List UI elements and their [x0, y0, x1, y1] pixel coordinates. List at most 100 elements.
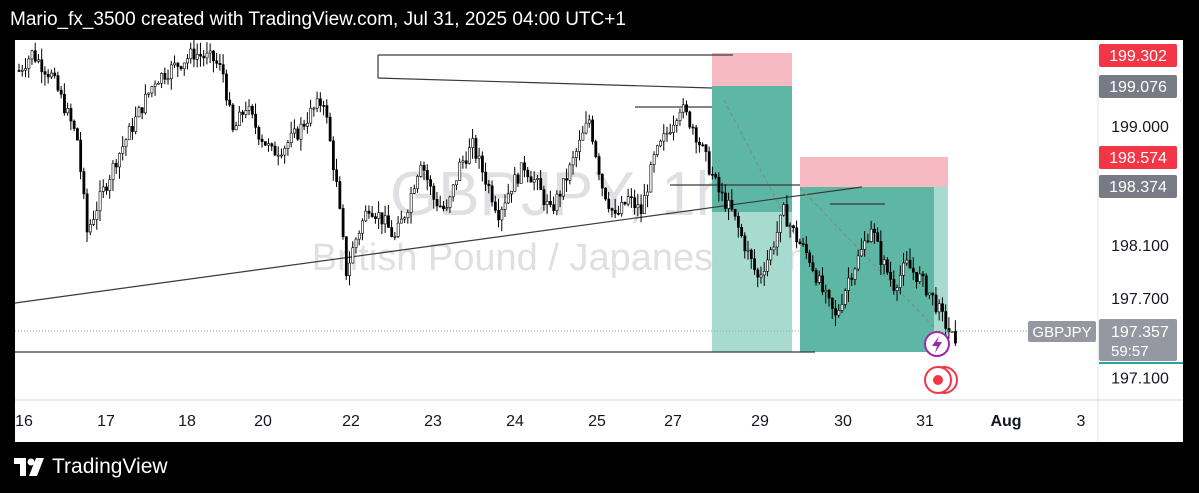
- candle: [296, 126, 300, 141]
- candle: [341, 204, 345, 240]
- candle: [63, 83, 66, 116]
- candle: [225, 69, 228, 106]
- x-tick-label: 31: [916, 413, 934, 430]
- price-label-198-574: 198.574: [1099, 146, 1177, 169]
- candle: [597, 153, 601, 181]
- candle: [743, 232, 747, 259]
- candle: [66, 102, 70, 116]
- x-tick-label: 3: [1077, 413, 1086, 430]
- candle: [17, 63, 21, 72]
- candle: [730, 189, 734, 212]
- candle: [643, 183, 646, 215]
- candle: [134, 106, 138, 135]
- candle: [309, 99, 313, 127]
- candle: [840, 294, 844, 314]
- candle: [387, 204, 390, 228]
- candle: [607, 191, 611, 213]
- price-label-text: 199.076: [1109, 79, 1167, 96]
- x-tick-label: 16: [15, 413, 33, 430]
- candle: [562, 178, 565, 200]
- record-icon[interactable]: [924, 366, 958, 394]
- candle: [772, 241, 776, 255]
- candle: [218, 54, 222, 71]
- candle: [788, 222, 792, 238]
- candle: [672, 115, 675, 141]
- triangle-upper-line[interactable]: [377, 77, 713, 89]
- price-chart[interactable]: GBPJPY, 1h British Pound / Japanese Yen …: [0, 40, 1199, 442]
- candle: [853, 267, 857, 286]
- candle: [445, 199, 449, 212]
- candle: [383, 205, 387, 233]
- candle: [898, 265, 902, 295]
- current-price-value: 197.357: [1111, 324, 1169, 341]
- trade2-stop-zone[interactable]: [800, 157, 948, 187]
- candle: [95, 201, 99, 230]
- candle: [824, 284, 828, 304]
- x-tick-label: 29: [751, 413, 769, 430]
- candle: [513, 166, 517, 192]
- candle: [33, 42, 37, 64]
- triangle-lower-line[interactable]: [14, 186, 863, 304]
- candle: [458, 158, 462, 182]
- footer: TradingView: [14, 450, 168, 484]
- candle: [319, 92, 322, 113]
- candle: [843, 288, 847, 309]
- symbol-tag-text: GBPJPY: [1032, 324, 1091, 341]
- candle: [694, 124, 698, 154]
- candle: [299, 117, 303, 151]
- candle: [892, 270, 896, 295]
- lightning-icon[interactable]: [924, 331, 950, 357]
- candle: [736, 212, 740, 238]
- candle: [315, 91, 319, 113]
- candle: [581, 125, 585, 141]
- candle: [344, 236, 348, 280]
- candle: [646, 184, 650, 208]
- time-axis[interactable]: 16 17 18 20 22 23 24 25 27 29 30 31 Aug 3: [15, 413, 1085, 430]
- symbol-tag[interactable]: GBPJPY: [1028, 321, 1096, 342]
- candle: [519, 162, 523, 184]
- candle: [759, 266, 763, 284]
- candle: [941, 297, 944, 322]
- candle: [267, 138, 270, 152]
- candle: [425, 164, 429, 191]
- candle: [655, 144, 659, 158]
- candle: [108, 174, 112, 199]
- candle: [215, 53, 219, 69]
- candle: [701, 142, 705, 147]
- candle: [584, 111, 588, 135]
- candle: [124, 138, 128, 157]
- candle: [92, 210, 96, 226]
- price-label-199-076: 199.076: [1099, 75, 1177, 98]
- y-tick-label: 198.100: [1111, 238, 1169, 255]
- candle: [950, 330, 954, 333]
- trade1-stop-zone[interactable]: [712, 53, 792, 86]
- candle: [756, 267, 760, 288]
- drawings[interactable]: [14, 54, 936, 353]
- candle: [681, 98, 685, 119]
- candle: [202, 50, 206, 67]
- candle: [775, 221, 779, 256]
- candle: [526, 167, 530, 183]
- candle: [587, 114, 591, 128]
- projection-path-2[interactable]: [799, 187, 936, 329]
- candle: [111, 160, 115, 191]
- candle: [678, 108, 682, 126]
- candle: [928, 292, 931, 300]
- candle: [753, 249, 756, 275]
- candle: [821, 267, 825, 296]
- candle: [56, 71, 60, 93]
- candle: [578, 130, 582, 161]
- candle: [905, 250, 909, 266]
- candle: [782, 202, 786, 217]
- candle: [617, 205, 620, 216]
- candle: [464, 151, 468, 169]
- candle: [43, 66, 47, 86]
- position-zones[interactable]: [712, 53, 948, 352]
- trade1-target-zone[interactable]: [712, 86, 792, 212]
- candle: [876, 227, 880, 243]
- candle: [908, 248, 912, 269]
- candles: [17, 40, 957, 347]
- x-tick-label: 23: [424, 413, 442, 430]
- candle: [157, 81, 160, 85]
- candle: [380, 212, 384, 234]
